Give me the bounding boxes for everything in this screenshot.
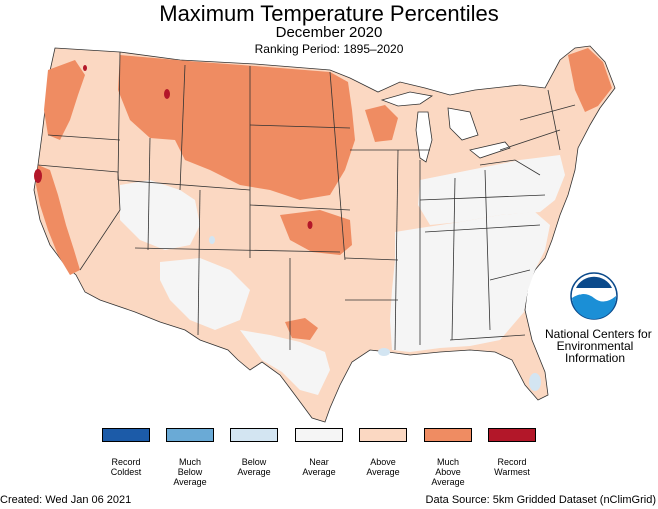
texas-near-average [240, 330, 330, 395]
created-date: Created: Wed Jan 06 2021 [0, 494, 132, 506]
lake-michigan [415, 111, 433, 163]
ranking-period: Ranking Period: 1895–2020 [254, 42, 404, 56]
organization-name: National Centers for Environmental Infor… [545, 327, 652, 365]
southwest-near-average [160, 258, 250, 330]
legend: Record Coldest Much Below Average Below Aver… [0, 428, 658, 498]
legend-item-near: Near Average [284, 428, 354, 477]
state-borders [37, 51, 576, 351]
organization-line-2: Environmental [556, 339, 634, 353]
west-texas-much-above [285, 318, 318, 340]
lake-huron [447, 107, 479, 141]
legend-item-much-below: Much Below Average [155, 428, 225, 487]
florida-below-average [529, 373, 541, 391]
legend-swatch [102, 428, 150, 442]
legend-item-record-warmest: Record Warmest [477, 428, 547, 477]
lake-superior [380, 91, 434, 107]
colorado-below-average [209, 236, 215, 244]
kansas-much-above [280, 210, 352, 255]
montana-record-warmest [164, 89, 170, 99]
maine-much-above [568, 48, 612, 112]
legend-label: Record Coldest [110, 457, 142, 477]
legend-item-record-coldest: Record Coldest [91, 428, 161, 477]
map-title: Maximum Temperature Percentiles [159, 1, 499, 26]
legend-item-much-above: Much Above Average [413, 428, 483, 487]
legend-label: Above Average [366, 457, 400, 477]
legend-swatch [166, 428, 214, 442]
upper-midwest-much-above [365, 105, 398, 142]
southeast-near-average [390, 212, 550, 352]
legend-swatch [488, 428, 536, 442]
legend-label: Record Warmest [494, 457, 530, 477]
kansas-record-warmest [307, 221, 313, 229]
legend-swatch [295, 428, 343, 442]
legend-label: Below Average [237, 457, 271, 477]
legend-item-above: Above Average [348, 428, 418, 477]
california-record-warmest [34, 169, 42, 183]
noaa-logo-icon [570, 272, 618, 320]
lake-erie [469, 141, 511, 159]
legend-swatch [230, 428, 278, 442]
pacific-nw-much-above [44, 60, 85, 140]
washington-record-warmest [83, 65, 87, 71]
legend-label: Near Average [302, 457, 336, 477]
northern-plains-much-above [118, 55, 355, 200]
map-subtitle: December 2020 [275, 24, 383, 41]
legend-swatch [424, 428, 472, 442]
california-coast-much-above [36, 165, 80, 275]
legend-swatch [359, 428, 407, 442]
organization-line-1: National Centers for [545, 327, 652, 341]
legend-label: Much Above Average [431, 457, 465, 487]
legend-item-below: Below Average [219, 428, 289, 477]
organization-line-3: Information [564, 351, 626, 365]
great-basin-near-average [120, 180, 200, 250]
data-source: Data Source: 5km Gridded Dataset (nClimG… [425, 494, 656, 506]
louisiana-below-average [378, 348, 390, 356]
legend-label: Much Below Average [173, 457, 207, 487]
